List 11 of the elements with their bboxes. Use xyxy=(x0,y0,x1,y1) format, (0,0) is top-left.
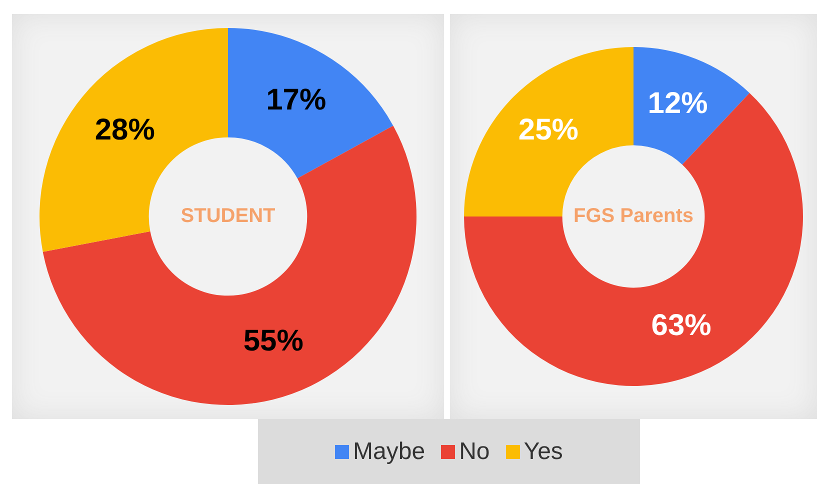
data-label: 17% xyxy=(266,84,326,117)
data-label: 12% xyxy=(648,86,708,120)
data-label: 55% xyxy=(243,324,304,358)
text: STUDENT xyxy=(180,205,276,228)
legend-label: Maybe xyxy=(352,438,426,466)
legend-label: No xyxy=(458,438,490,466)
legend-label: Yes xyxy=(522,438,563,466)
data-label: 25% xyxy=(518,114,578,147)
data-label: 63% xyxy=(651,309,712,342)
text: FGS Parents xyxy=(573,205,694,228)
data-label: 28% xyxy=(94,113,155,146)
